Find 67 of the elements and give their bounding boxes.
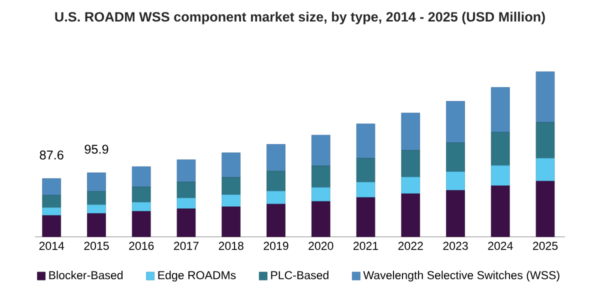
bar [87,204,106,214]
bar [446,142,465,172]
bar [87,172,106,192]
bar [311,201,330,238]
bar [356,124,376,158]
bar [266,190,286,204]
bar [222,152,241,178]
bar [446,190,465,238]
legend-label: PLC-Based [271,270,328,280]
bar [401,150,420,178]
x-tick-label: 2019 [264,242,288,250]
bar [356,197,376,238]
bar [266,170,286,192]
bar [266,204,286,238]
bar [42,207,62,216]
bar [176,198,196,209]
x-tick-label: 2016 [129,242,154,250]
bar [401,112,420,151]
bar [536,71,555,122]
bar [356,182,376,198]
bar [222,177,241,195]
x-tick-label: 2022 [398,242,423,250]
bar [222,194,241,207]
annotation: 95.9 [84,144,108,154]
x-tick-label: 2025 [533,242,558,250]
bar [356,158,376,182]
x-tick-label: 2021 [354,242,378,250]
bar [401,176,420,194]
bar [87,213,106,238]
bar [311,134,330,166]
bar [446,172,465,191]
x-tick-label: 2017 [174,242,198,250]
bar [42,215,62,238]
legend-label: Edge ROADMs [158,270,236,282]
x-tick-label: 2024 [488,242,513,250]
bar [490,186,510,238]
x-tick-label: 2020 [308,242,334,250]
legend-label: Wavelength Selective Switches (WSS) [363,270,560,282]
bar [132,186,151,203]
bar [176,182,196,198]
bar [42,178,62,196]
x-tick-label: 2014 [39,242,64,250]
bar [490,87,510,132]
bar [132,211,151,238]
x-tick-label: 2023 [443,242,468,250]
bar [490,165,510,186]
bar [132,202,151,212]
bar [42,194,62,208]
legend-label: Blocker-Based [49,270,123,280]
annotation: 87.6 [40,150,64,160]
bar [176,208,196,238]
bar [490,132,510,166]
bar [536,158,555,182]
bar [401,194,420,238]
x-tick-label: 2018 [218,242,244,250]
bar [446,101,465,143]
chart-title: U.S. ROADM WSS component market size, by type, 2014 - 2025 (USD Million) [55,12,545,24]
bar [132,166,151,188]
bar [536,180,555,238]
bar [266,144,286,172]
bar [87,191,106,205]
bar [536,122,555,158]
bar [311,187,330,202]
bar [176,159,196,182]
bar [311,166,330,188]
x-tick-label: 2015 [84,242,109,250]
bar [222,206,241,238]
